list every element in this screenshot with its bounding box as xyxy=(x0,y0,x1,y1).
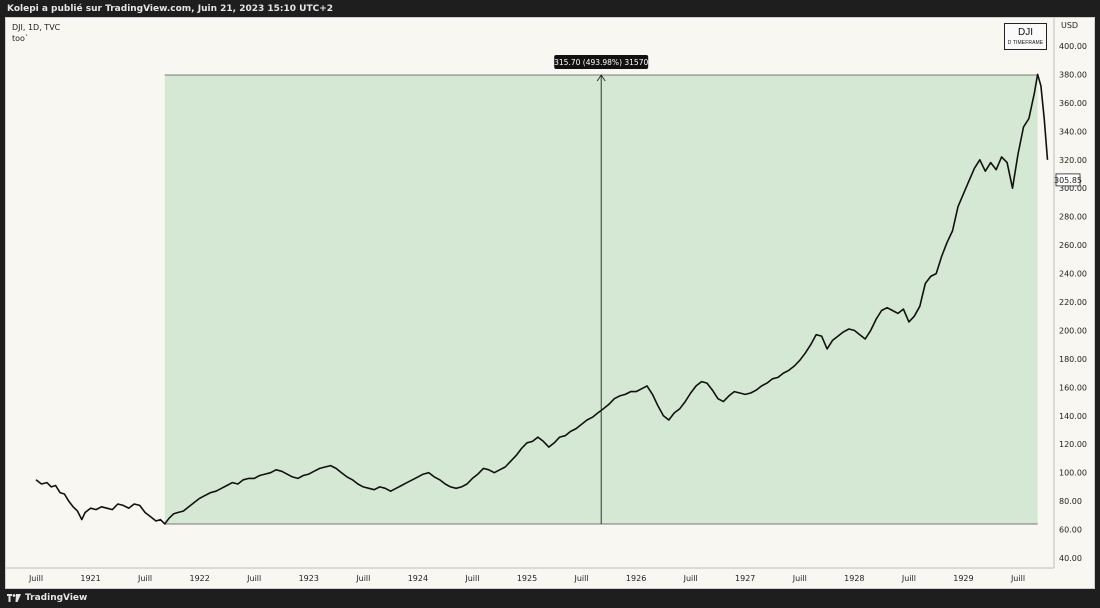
measure-arrowhead xyxy=(596,74,606,82)
tradingview-icon xyxy=(7,594,21,602)
y-tick-label: 400.00 xyxy=(1059,42,1087,51)
x-tick-label: Juill xyxy=(246,574,261,583)
symbol-line: DJI, 1D, TVC xyxy=(12,23,61,32)
brand-name: TradingView xyxy=(25,593,88,603)
badge-title: DJI xyxy=(1018,27,1033,38)
chart-legend: DJI, 1D, TVC too` xyxy=(12,22,60,44)
x-tick-label: Juill xyxy=(901,574,916,583)
footer: TradingView xyxy=(0,589,1100,608)
x-tick-label: Juill xyxy=(28,574,43,583)
measure-label: 315.70 (493.98%) 31570 xyxy=(554,58,648,67)
price-line xyxy=(35,73,1049,525)
y-tick-label: 140.00 xyxy=(1059,412,1087,421)
y-tick-label: 240.00 xyxy=(1059,270,1087,279)
x-tick-label: Juill xyxy=(464,574,479,583)
legend-note: too` xyxy=(12,34,29,43)
x-tick-label: 1927 xyxy=(735,574,755,583)
x-tick-label: 1928 xyxy=(844,574,864,583)
y-tick-label: 180.00 xyxy=(1059,355,1087,364)
price-chart[interactable]: USD 400.00 380.00 360.00 340.00 320.00 300.00 2… xyxy=(6,18,1096,590)
last-price-box xyxy=(1055,173,1081,187)
x-tick-label: 1923 xyxy=(299,574,319,583)
badge-subtitle: D TIMEFRAME xyxy=(1007,40,1044,46)
y-tick-label: 360.00 xyxy=(1059,99,1087,108)
y-tick-label: 40.00 xyxy=(1059,554,1082,563)
last-price-marker: 305.85 xyxy=(1054,173,1082,187)
y-tick-label: 200.00 xyxy=(1059,326,1087,335)
y-tick-label: 340.00 xyxy=(1059,127,1087,136)
y-tick-label: 160.00 xyxy=(1059,383,1087,392)
chart-frame[interactable]: USD 400.00 380.00 360.00 340.00 320.00 300.00 2… xyxy=(5,17,1095,589)
y-tick-label: 280.00 xyxy=(1059,213,1087,222)
x-axis: Juill 1921 Juill 1922 Juill 1923 Juill 1924 Juil… xyxy=(6,567,1054,583)
tradingview-logo[interactable]: TradingView xyxy=(7,593,87,603)
x-tick-label: Juill xyxy=(137,574,152,583)
y-tick-label: 120.00 xyxy=(1059,440,1087,449)
x-tick-label: 1924 xyxy=(408,574,428,583)
y-tick-label: 380.00 xyxy=(1059,70,1087,79)
measure-label-box xyxy=(554,55,649,70)
y-tick-label: 300.00 xyxy=(1059,184,1087,193)
y-tick-label: 80.00 xyxy=(1059,497,1082,506)
y-tick-label: 220.00 xyxy=(1059,298,1087,307)
x-tick-label: 1926 xyxy=(626,574,646,583)
y-tick-label: 60.00 xyxy=(1059,526,1082,535)
y-axis: USD 400.00 380.00 360.00 340.00 320.00 300.00 2… xyxy=(1053,18,1087,568)
x-tick-label: Juill xyxy=(574,574,589,583)
y-axis-unit: USD xyxy=(1061,21,1078,30)
x-tick-label: 1929 xyxy=(953,574,973,583)
x-tick-label: 1921 xyxy=(80,574,100,583)
x-tick-label: Juill xyxy=(1010,574,1025,583)
publisher-header: Kolepi a publié sur TradingView.com, Jui… xyxy=(0,0,1100,17)
price-series xyxy=(35,73,1049,525)
x-tick-label: 1922 xyxy=(189,574,209,583)
measure-annotation: 315.70 (493.98%) 31570 xyxy=(554,55,649,525)
last-price-label: 305.85 xyxy=(1054,176,1082,185)
x-tick-label: Juill xyxy=(683,574,698,583)
y-tick-label: 320.00 xyxy=(1059,156,1087,165)
x-tick-label: Juill xyxy=(792,574,807,583)
y-tick-label: 100.00 xyxy=(1059,469,1087,478)
x-tick-label: 1925 xyxy=(517,574,537,583)
y-tick-label: 260.00 xyxy=(1059,241,1087,250)
symbol-badge: DJI D TIMEFRAME xyxy=(1004,23,1047,50)
x-tick-label: Juill xyxy=(355,574,370,583)
